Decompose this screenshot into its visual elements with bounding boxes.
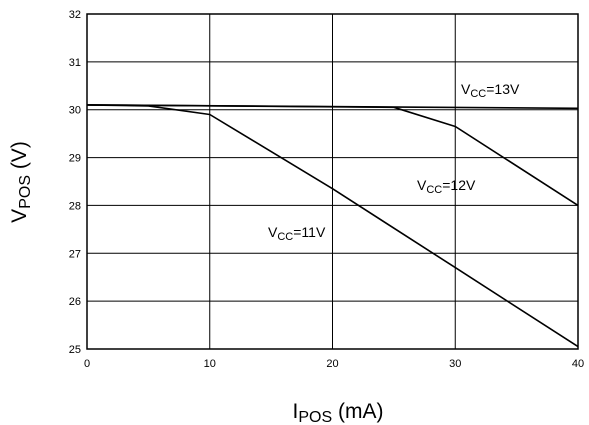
series-line-vcc11 bbox=[86, 104, 579, 348]
x-axis-title-sub: POS bbox=[298, 409, 332, 425]
x-tick-label-40: 40 bbox=[572, 358, 584, 370]
series-label-vcc12-main: V bbox=[417, 177, 427, 193]
x-axis-title: IPOS (mA) bbox=[293, 400, 384, 425]
y-tick-label-29: 29 bbox=[69, 153, 81, 165]
x-tick-label-30: 30 bbox=[449, 358, 461, 370]
y-axis-title: VPOS (V) bbox=[8, 141, 34, 223]
series-label-vcc11: VCC=11V bbox=[268, 224, 326, 243]
y-axis-title-main: V bbox=[8, 209, 31, 223]
series-label-vcc11-sub: CC bbox=[277, 231, 293, 243]
series-label-vcc11-main: V bbox=[268, 224, 278, 240]
y-axis-title-rest: (V) bbox=[8, 141, 31, 175]
series-label-vcc11-rest: =11V bbox=[293, 224, 326, 240]
x-axis-title-rest: (mA) bbox=[332, 400, 383, 423]
series-label-vcc12-rest: =12V bbox=[442, 177, 476, 193]
series-label-vcc13: VCC=13V bbox=[461, 81, 520, 100]
series-label-vcc13-rest: =13V bbox=[486, 81, 520, 97]
y-tick-label-28: 28 bbox=[69, 200, 81, 212]
y-tick-label-30: 30 bbox=[69, 105, 81, 117]
y-tick-label-31: 31 bbox=[69, 57, 81, 69]
series-label-vcc12-sub: CC bbox=[426, 184, 442, 196]
x-tick-label-10: 10 bbox=[204, 358, 216, 370]
x-tick-label-0: 0 bbox=[84, 358, 90, 370]
series-label-vcc13-sub: CC bbox=[470, 88, 486, 100]
series-lines bbox=[86, 104, 579, 348]
y-tick-label-32: 32 bbox=[69, 9, 81, 21]
y-tick-label-25: 25 bbox=[69, 344, 81, 356]
series-label-vcc12: VCC=12V bbox=[417, 177, 476, 196]
x-axis-title-main: I bbox=[293, 400, 299, 423]
tick-labels: 0 10 20 30 40 25 26 27 28 29 30 31 32 bbox=[69, 9, 584, 370]
y-axis-title-sub: POS bbox=[17, 175, 34, 209]
y-tick-label-26: 26 bbox=[69, 296, 81, 308]
series-line-vcc12 bbox=[86, 104, 579, 207]
y-tick-label-27: 27 bbox=[69, 248, 81, 260]
grid bbox=[87, 14, 578, 349]
x-tick-label-20: 20 bbox=[326, 358, 338, 370]
series-label-vcc13-main: V bbox=[461, 81, 471, 97]
plot-frame bbox=[86, 13, 579, 350]
